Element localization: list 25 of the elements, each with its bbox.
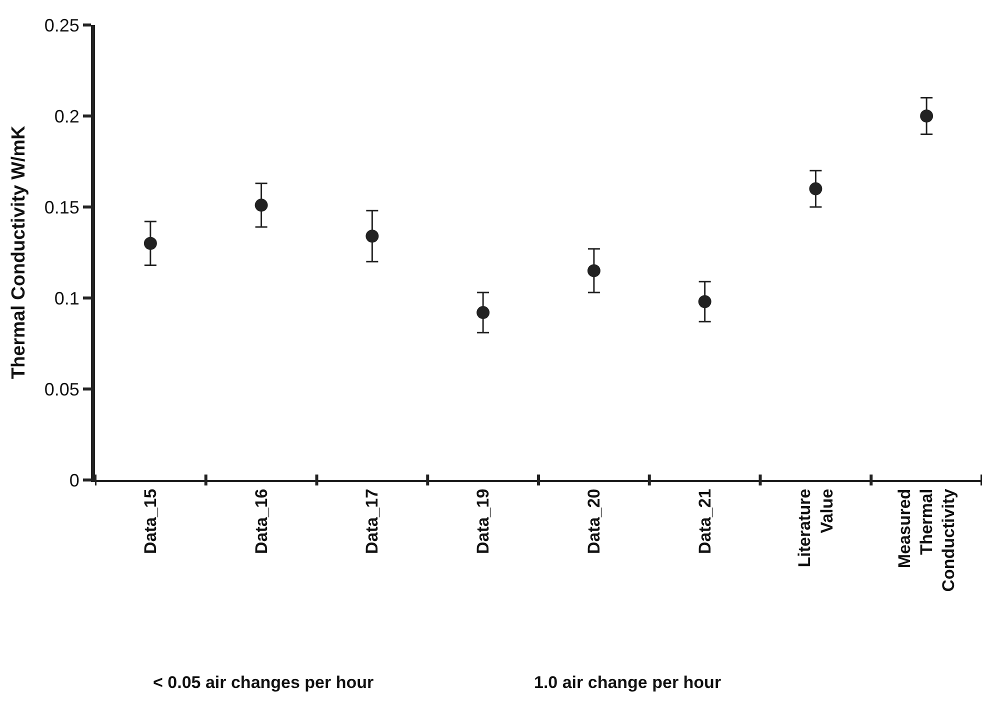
point	[144, 236, 157, 250]
x-tick-label: Data_17	[362, 488, 382, 554]
x-tick-label: Data_19	[474, 488, 493, 554]
x-tick-label: Data_20	[584, 488, 604, 554]
x-tick-label: Literature Value	[795, 488, 836, 568]
x-tick-label: Data_21	[695, 488, 714, 554]
point	[920, 110, 934, 122]
y-tick-label: 0.2	[54, 106, 80, 126]
x-tick-label: Data_15	[140, 488, 160, 554]
point	[809, 182, 822, 196]
y-tick-label: 0.05	[44, 379, 80, 400]
y-axis-title: Thermal Conductivity W/mK	[8, 126, 30, 380]
x-tick-label: Data_16	[252, 488, 271, 554]
y-tick-label: 0.25	[44, 15, 80, 36]
point	[254, 198, 268, 212]
point	[366, 230, 379, 243]
y-tick-label: 0.15	[44, 197, 80, 218]
point	[698, 295, 712, 308]
x-tick-label: Measured Thermal Conductivity	[894, 488, 958, 592]
point	[587, 264, 600, 278]
text: 1.0 air change per hour	[534, 673, 722, 692]
y-tick-label: 0.1	[54, 288, 80, 308]
text: < 0.05 air changes per hour	[153, 673, 374, 692]
y-tick-label: 0	[69, 470, 80, 490]
point	[476, 306, 490, 320]
